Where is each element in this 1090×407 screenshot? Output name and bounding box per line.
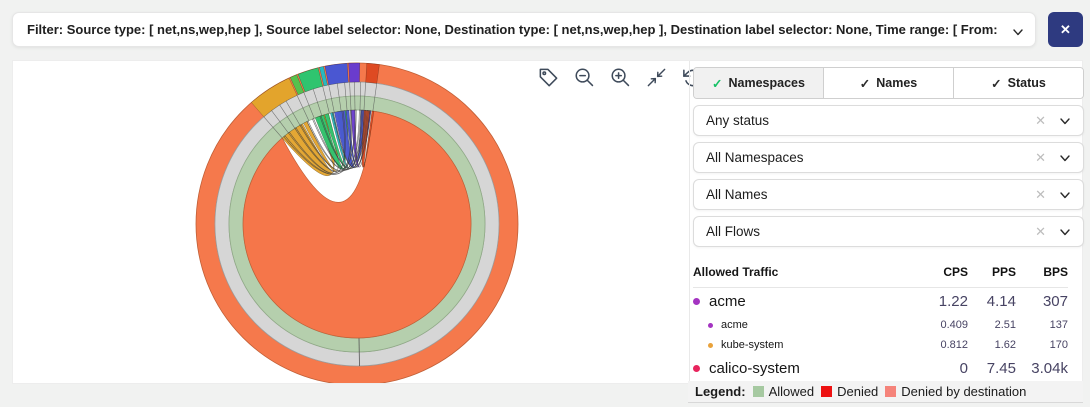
legend-item-allowed: Allowed bbox=[752, 384, 815, 399]
filter-summary-text: Filter: Source type: [ net,ns,wep,hep ],… bbox=[27, 22, 1001, 37]
chevron-down-icon[interactable] bbox=[1059, 115, 1071, 127]
bps-value: 137 bbox=[1049, 319, 1068, 331]
bps-value: 170 bbox=[1049, 339, 1068, 351]
row-name: acme bbox=[709, 293, 746, 310]
zoom-in-icon bbox=[611, 68, 630, 87]
tab-status[interactable]: ✓ Status bbox=[953, 68, 1083, 98]
clear-icon[interactable]: ✕ bbox=[1035, 150, 1046, 165]
legend-label: Allowed bbox=[768, 384, 815, 399]
column-header-cps: CPS bbox=[943, 265, 968, 279]
tab-namespaces[interactable]: ✓ Namespaces bbox=[694, 68, 823, 98]
denied-swatch bbox=[821, 386, 833, 397]
close-icon: ✕ bbox=[1060, 21, 1071, 37]
flow-viz-panel: ✓ Namespaces ✓ Names ✓ Status Any status… bbox=[12, 60, 1084, 384]
legend-label: Denied by destination bbox=[901, 384, 1027, 399]
tag-icon bbox=[539, 68, 558, 87]
zoom-in-button[interactable] bbox=[608, 65, 633, 90]
legend-title: Legend: bbox=[695, 384, 746, 399]
check-icon: ✓ bbox=[712, 76, 723, 91]
flows-filter-dropdown[interactable]: All Flows ✕ bbox=[693, 216, 1084, 247]
close-filter-button[interactable]: ✕ bbox=[1048, 12, 1083, 47]
tab-label: Namespaces bbox=[728, 76, 805, 90]
namespaces-filter-dropdown[interactable]: All Namespaces ✕ bbox=[693, 142, 1084, 173]
chevron-down-icon[interactable] bbox=[1059, 226, 1071, 238]
table-row[interactable]: acme 1.22 4.14 307 bbox=[693, 288, 1068, 315]
table-header: Allowed Traffic CPS PPS BPS bbox=[693, 261, 1068, 288]
label-toggle-tabs: ✓ Namespaces ✓ Names ✓ Status bbox=[693, 67, 1084, 99]
namespace-dot bbox=[708, 342, 713, 348]
cps-value: 0.409 bbox=[940, 319, 968, 331]
row-name: acme bbox=[721, 319, 748, 331]
check-icon: ✓ bbox=[991, 76, 1002, 91]
tab-label: Names bbox=[876, 76, 918, 90]
namespace-dot bbox=[693, 365, 700, 372]
tab-names[interactable]: ✓ Names bbox=[823, 68, 953, 98]
collapse-arrows-icon bbox=[647, 68, 666, 87]
center-graph-button[interactable] bbox=[644, 65, 669, 90]
pps-value: 4.14 bbox=[986, 293, 1016, 310]
flow-chord-diagram[interactable] bbox=[13, 61, 689, 383]
names-filter-dropdown[interactable]: All Names ✕ bbox=[693, 179, 1084, 210]
clear-icon[interactable]: ✕ bbox=[1035, 224, 1046, 239]
table-title: Allowed Traffic bbox=[693, 265, 779, 279]
column-header-pps: PPS bbox=[991, 265, 1016, 279]
dropdown-value: All Namespaces bbox=[706, 150, 804, 165]
pps-value: 1.62 bbox=[994, 339, 1016, 351]
bps-value: 307 bbox=[1042, 293, 1068, 310]
clear-icon[interactable]: ✕ bbox=[1035, 113, 1046, 128]
pps-value: 7.45 bbox=[986, 360, 1016, 377]
flow-controls-column: ✓ Namespaces ✓ Names ✓ Status Any status… bbox=[693, 67, 1084, 382]
namespace-dot bbox=[708, 322, 713, 328]
zoom-out-icon bbox=[575, 68, 594, 87]
column-header-bps: BPS bbox=[1043, 265, 1068, 279]
pps-value: 2.51 bbox=[994, 319, 1016, 331]
table-row[interactable]: kube-system 0.812 1.62 170 bbox=[693, 335, 1068, 355]
tab-label: Status bbox=[1007, 76, 1046, 90]
table-row[interactable]: calico-system 0 7.45 3.04k bbox=[693, 355, 1068, 382]
dropdown-value: All Flows bbox=[706, 224, 761, 239]
check-icon: ✓ bbox=[859, 76, 871, 91]
legend-label: Denied bbox=[837, 384, 879, 399]
chevron-down-icon[interactable] bbox=[1012, 25, 1024, 43]
bps-value: 3.04k bbox=[1031, 360, 1068, 377]
denied-by-destination-swatch bbox=[885, 386, 897, 397]
table-row[interactable]: acme 0.409 2.51 137 bbox=[693, 315, 1068, 335]
chevron-down-icon[interactable] bbox=[1059, 152, 1071, 164]
dropdown-value: All Names bbox=[706, 187, 768, 202]
cps-value: 1.22 bbox=[938, 293, 968, 310]
status-filter-dropdown[interactable]: Any status ✕ bbox=[693, 105, 1084, 136]
zoom-out-button[interactable] bbox=[572, 65, 597, 90]
allowed-swatch bbox=[752, 386, 764, 397]
clear-icon[interactable]: ✕ bbox=[1035, 187, 1046, 202]
chevron-down-icon[interactable] bbox=[1059, 189, 1071, 201]
tag-labels-button[interactable] bbox=[536, 65, 561, 90]
filter-summary-bar[interactable]: Filter: Source type: [ net,ns,wep,hep ],… bbox=[12, 12, 1036, 47]
cps-value: 0 bbox=[959, 360, 968, 377]
row-name: calico-system bbox=[709, 360, 800, 377]
row-name: kube-system bbox=[721, 339, 784, 351]
cps-value: 0.812 bbox=[940, 339, 968, 351]
namespace-dot bbox=[693, 298, 700, 305]
legend-bar: Legend: Allowed Denied Denied by destina… bbox=[688, 381, 1083, 403]
chart-toolbar bbox=[536, 65, 705, 90]
legend-item-denied: Denied bbox=[821, 384, 878, 399]
legend-item-denied-by-destination: Denied by destination bbox=[885, 384, 1026, 399]
allowed-traffic-table: Allowed Traffic CPS PPS BPS acme 1.22 4.… bbox=[693, 261, 1084, 382]
panel-divider bbox=[689, 61, 690, 383]
dropdown-value: Any status bbox=[706, 113, 770, 128]
